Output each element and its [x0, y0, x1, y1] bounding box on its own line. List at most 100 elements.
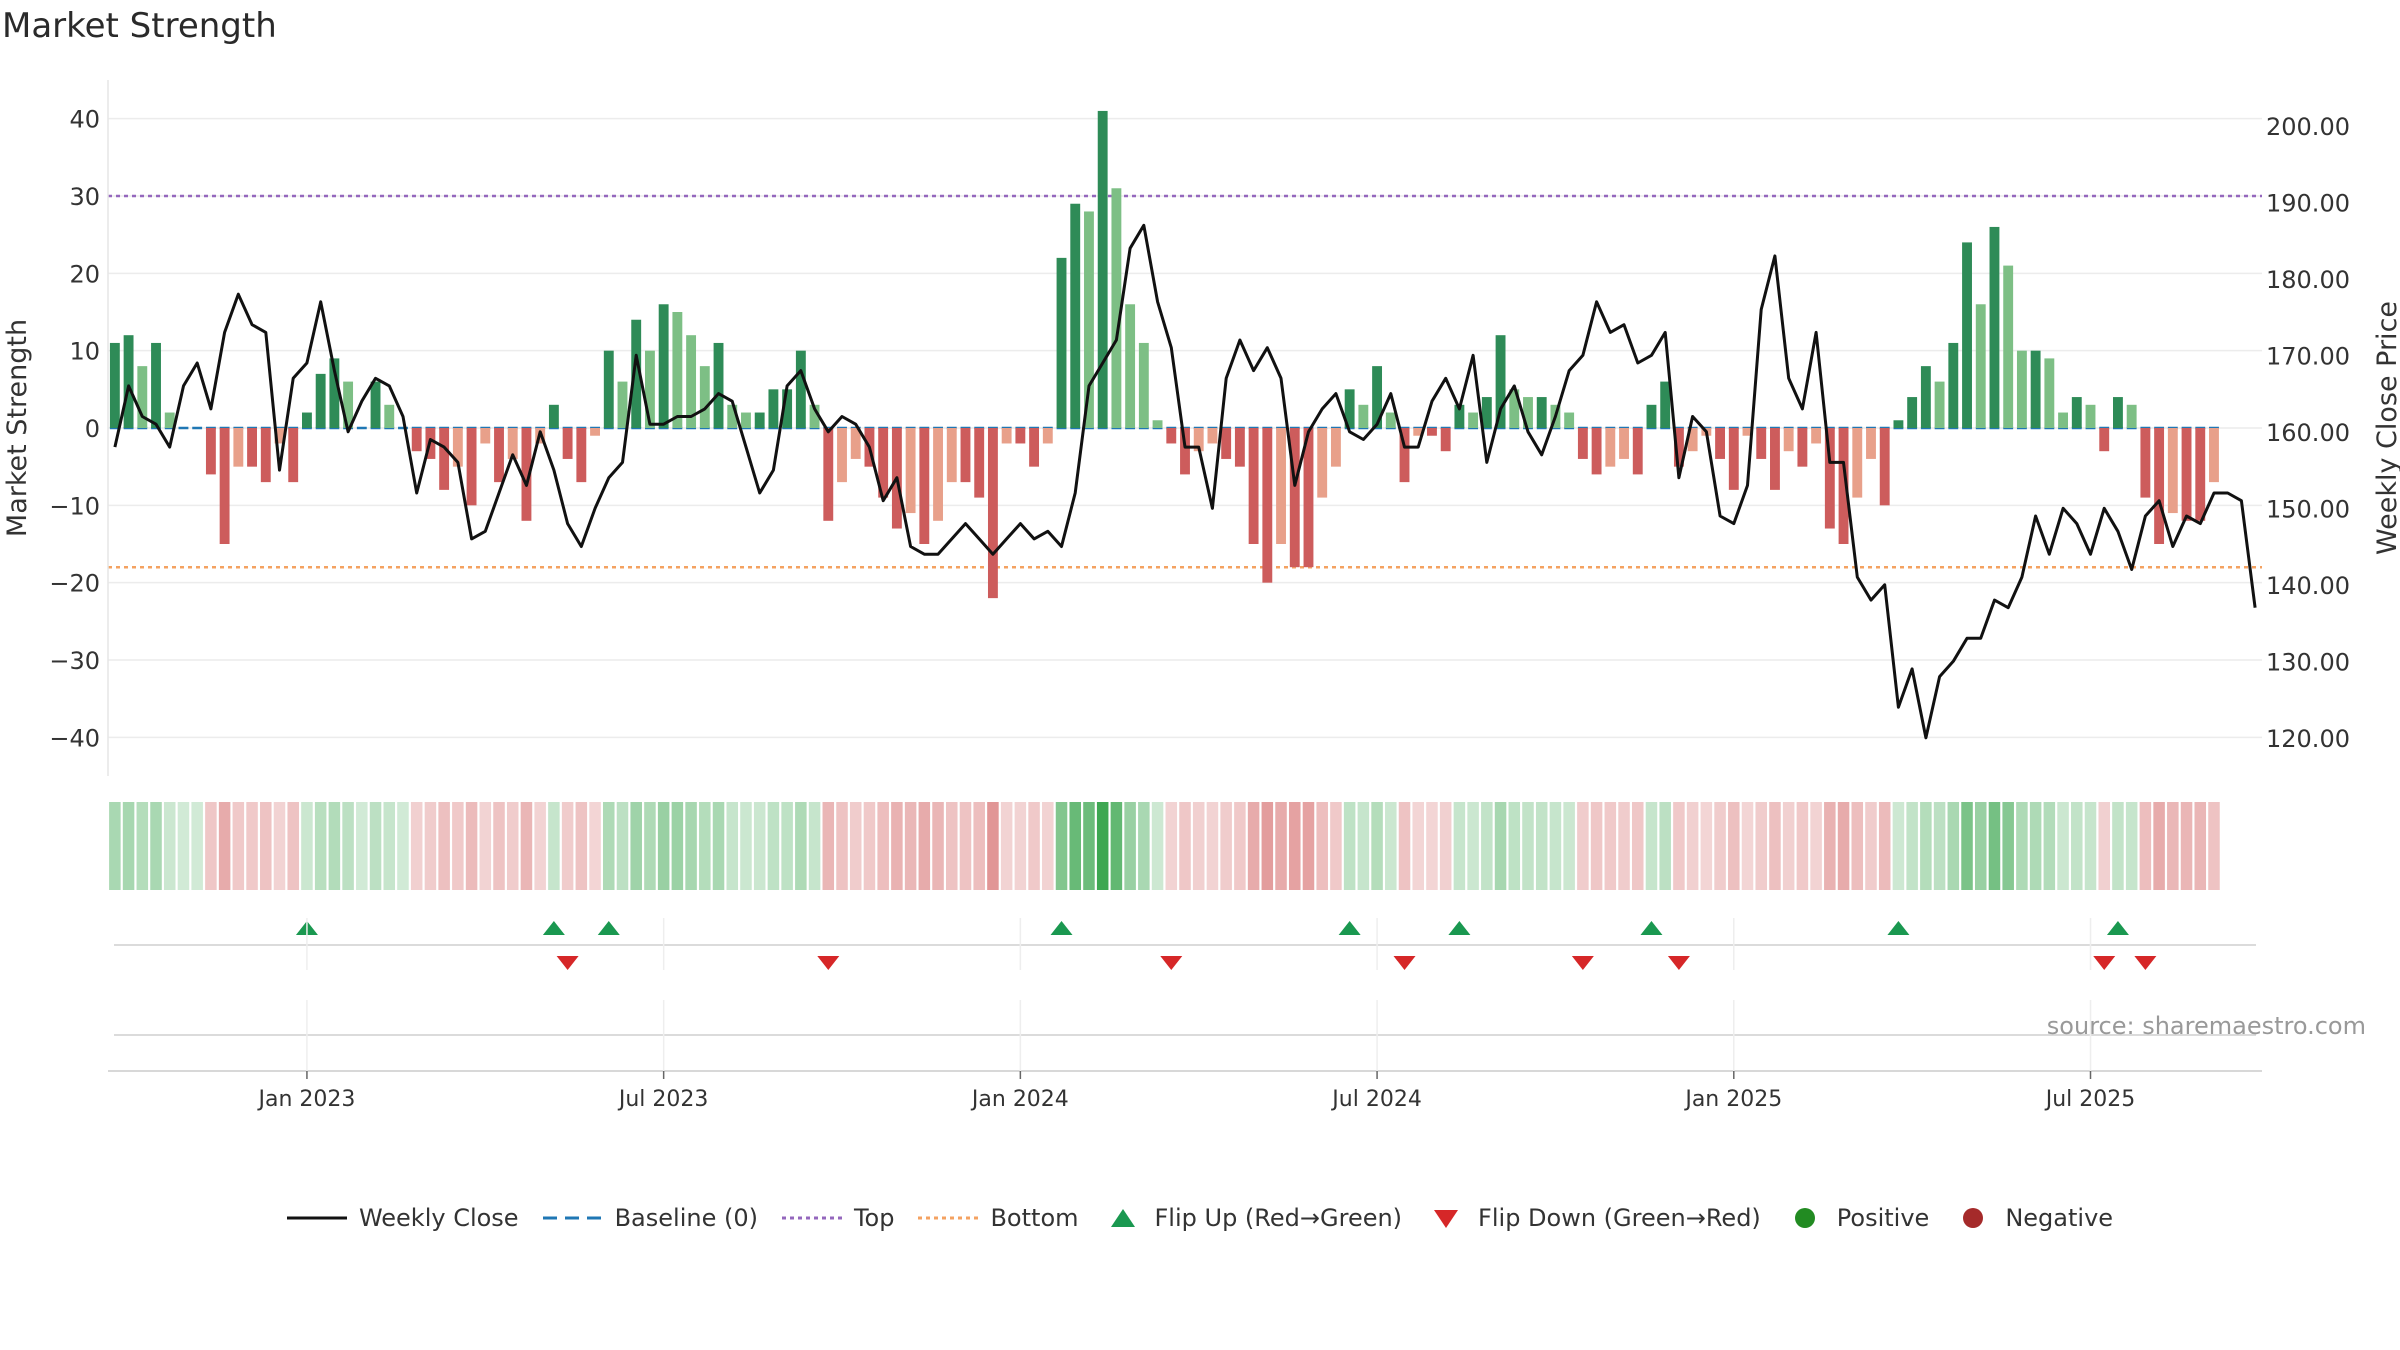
heat-cell: [1481, 802, 1493, 890]
heat-cell: [2084, 802, 2097, 890]
heat-cell: [1055, 802, 1068, 890]
flip-up-marker: [1448, 921, 1471, 935]
heat-cell: [561, 802, 574, 890]
strength-bar: [1660, 381, 1671, 428]
heat-cell: [1069, 802, 1082, 890]
strength-bar: [1097, 110, 1108, 428]
flip-down-marker: [556, 956, 579, 970]
strength-bar: [2209, 428, 2219, 483]
legend: Weekly Close Baseline (0) Top Bottom Fli…: [0, 1198, 2400, 1238]
strength-bar: [1893, 420, 1904, 428]
strength-bar: [521, 428, 532, 521]
dot-icon: [1794, 1208, 1815, 1228]
legend-label: Top: [853, 1204, 895, 1232]
strength-bar: [946, 428, 957, 483]
heat-cell: [452, 802, 464, 890]
strength-bar: [370, 381, 381, 428]
strength-bar: [603, 350, 614, 428]
strength-bar: [727, 404, 738, 428]
flip-down-marker: [1667, 956, 1690, 970]
heat-cell: [1124, 802, 1136, 890]
heat-cell: [849, 802, 862, 890]
grid: [108, 117, 2262, 739]
heat-cell: [1014, 802, 1027, 890]
strength-bar: [2113, 397, 2123, 428]
source-note: source: sharemaestro.com: [2047, 1012, 2366, 1040]
strength-bar: [1948, 342, 1959, 428]
strength-bar: [2167, 428, 2178, 514]
strength-bar: [1619, 428, 1629, 459]
strength-bar: [1770, 428, 1780, 490]
strength-bar: [837, 428, 847, 483]
strength-bar: [411, 428, 422, 452]
heat-cell: [589, 802, 601, 890]
strength-bar: [2126, 404, 2137, 428]
strength-bar: [151, 342, 161, 428]
heat-cell: [808, 802, 821, 890]
strength-bar: [1111, 188, 1122, 428]
heat-cell: [1138, 802, 1150, 890]
strength-bar: [1989, 226, 2000, 428]
heat-cell: [1796, 802, 1809, 890]
heat-cell: [1865, 802, 1877, 890]
x-tick-label: Jan 2025: [1683, 1087, 1782, 1112]
heat-cell: [644, 802, 656, 890]
heat-cell: [191, 802, 203, 890]
strength-bar: [1015, 428, 1026, 444]
flip-down-marker: [2093, 956, 2116, 970]
y-tick-right: 150.00: [2266, 495, 2350, 523]
strength-bar: [2016, 350, 2027, 428]
y-tick-left: −10: [49, 492, 100, 520]
strength-bar: [274, 428, 285, 444]
heat-cell: [1494, 802, 1507, 890]
strength-bar: [219, 428, 230, 544]
heat-cell: [1604, 802, 1617, 890]
strength-bar: [1193, 428, 1204, 452]
y-tick-left: 10: [69, 338, 100, 366]
heat-cell: [397, 802, 409, 890]
flip-down-marker: [817, 956, 840, 970]
strength-bar: [960, 428, 971, 483]
heat-cell: [1590, 802, 1603, 890]
flip-up-marker: [1050, 921, 1073, 935]
strength-bar: [1523, 397, 1533, 428]
heat-cell: [2112, 802, 2124, 890]
strength-bar: [2154, 428, 2165, 544]
heat-cell: [1755, 802, 1767, 890]
y-tick-right: 180.00: [2266, 266, 2350, 294]
strength-bar: [768, 389, 779, 428]
heat-cell: [1343, 802, 1356, 890]
y-tick-left: −40: [49, 724, 100, 752]
heat-cell: [1261, 802, 1274, 890]
legend-label: Flip Down (Green→Red): [1478, 1204, 1761, 1232]
heat-cell: [1316, 802, 1328, 890]
heat-cell: [904, 802, 917, 890]
heat-cell: [1824, 802, 1836, 890]
heat-cell: [1673, 802, 1685, 890]
x-tick-label: Jul 2024: [1330, 1087, 1422, 1112]
heat-cell: [1577, 802, 1589, 890]
strength-bar: [1358, 404, 1369, 428]
heat-cell: [753, 802, 766, 890]
heat-cell: [891, 802, 903, 890]
heat-cell: [1961, 802, 1973, 890]
strength-bar: [617, 381, 628, 428]
heat-cell: [410, 802, 423, 890]
heat-cell: [1426, 802, 1438, 890]
heat-cell: [1974, 802, 1987, 890]
heat-cell: [479, 802, 492, 890]
heat-cell: [177, 802, 190, 890]
heat-cell: [2043, 802, 2056, 890]
strength-bar: [1591, 428, 1602, 475]
legend-line-swatch: [286, 1216, 347, 1220]
strength-bar: [905, 428, 916, 514]
heat-cell: [2057, 802, 2069, 890]
heat-cell: [1000, 802, 1013, 890]
legend-bottom: Bottom: [918, 1204, 1079, 1232]
y-tick-right: 190.00: [2266, 189, 2350, 217]
heat-cell: [328, 802, 341, 890]
heat-cell: [369, 802, 382, 890]
strength-bar: [1481, 397, 1492, 428]
y-tick-right: 170.00: [2266, 342, 2350, 370]
heat-cell: [2016, 802, 2028, 890]
